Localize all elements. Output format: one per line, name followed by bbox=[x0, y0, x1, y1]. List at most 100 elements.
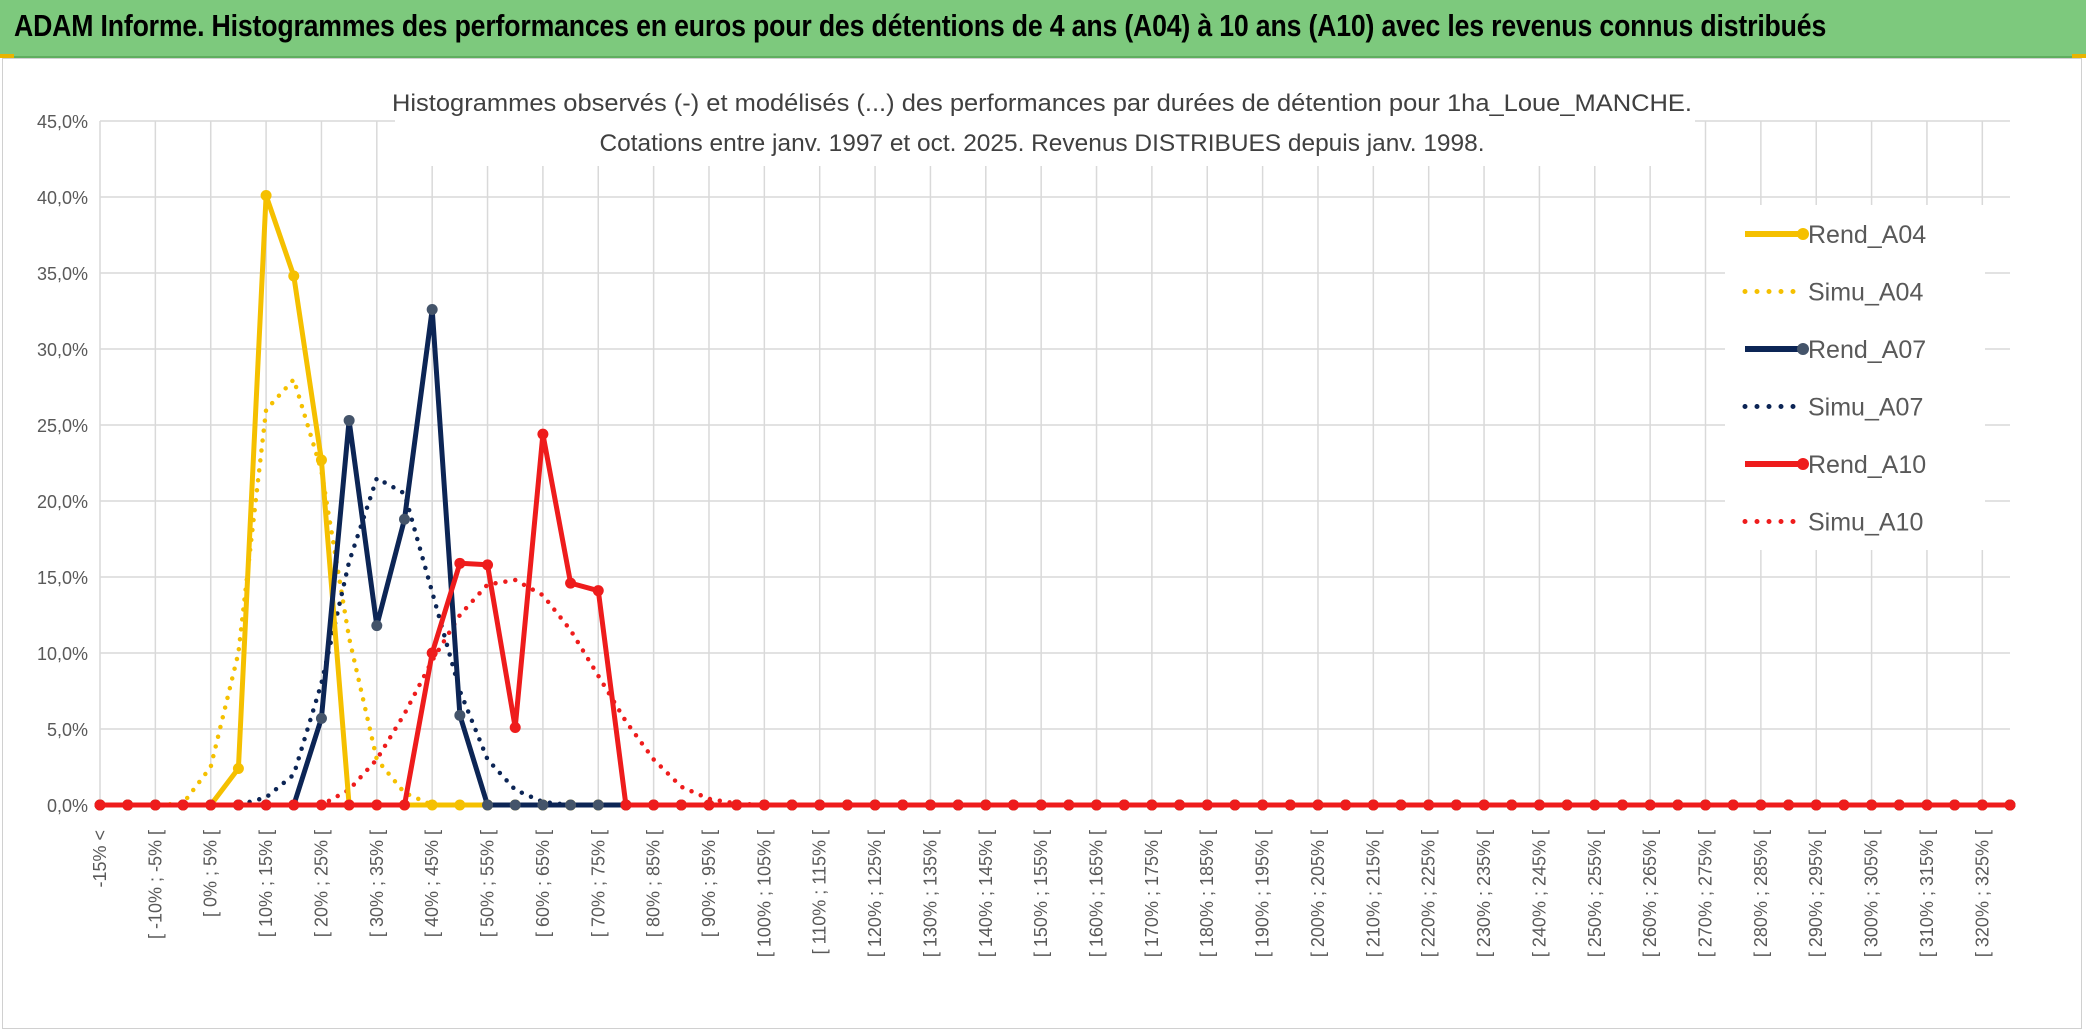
data-point-Rend_A10 bbox=[1257, 799, 1269, 811]
chart-title-group: Histogrammes observés (-) et modélisés (… bbox=[392, 80, 1695, 166]
data-point-Rend_A10 bbox=[1949, 799, 1961, 811]
legend-label-Simu_A10: Simu_A10 bbox=[1808, 509, 1923, 537]
data-point-Rend_A10 bbox=[703, 799, 715, 811]
data-point-Rend_A10 bbox=[398, 799, 410, 811]
data-point-Rend_A10 bbox=[1838, 799, 1850, 811]
data-point-Rend_A10 bbox=[675, 799, 687, 811]
x-tick-label: [ 40% ; 45% [ bbox=[422, 830, 442, 937]
x-tick-label: [ 130% ; 135% [ bbox=[920, 830, 940, 957]
chart-grid bbox=[99, 120, 2010, 806]
data-point-Rend_A07 bbox=[398, 513, 410, 525]
x-tick-label: [ 10% ; 15% [ bbox=[256, 830, 276, 937]
data-point-Rend_A07 bbox=[315, 712, 327, 724]
y-tick-label: 45,0% bbox=[37, 112, 88, 132]
data-point-Rend_A10 bbox=[1007, 799, 1019, 811]
legend-label-Simu_A07: Simu_A07 bbox=[1808, 394, 1923, 422]
data-point-Rend_A10 bbox=[1921, 799, 1933, 811]
x-tick-label: [ 270% ; 275% [ bbox=[1696, 830, 1716, 957]
data-point-Rend_A10 bbox=[648, 799, 660, 811]
data-point-Rend_A10 bbox=[980, 799, 992, 811]
data-point-Rend_A10 bbox=[537, 428, 549, 440]
chart-series bbox=[94, 189, 2016, 811]
data-point-Rend_A10 bbox=[814, 799, 826, 811]
data-point-Rend_A10 bbox=[786, 799, 798, 811]
chart-frame bbox=[2, 58, 2082, 1029]
banner-title: ADAM Informe. Histogrammes des performan… bbox=[14, 8, 1827, 43]
x-tick-label: [ 90% ; 95% [ bbox=[699, 830, 719, 937]
y-tick-label: 20,0% bbox=[37, 492, 88, 512]
data-point-Rend_A10 bbox=[1810, 799, 1822, 811]
data-point-Rend_A07 bbox=[537, 799, 549, 811]
data-point-Rend_A04 bbox=[315, 454, 327, 466]
series-Simu_A10 bbox=[97, 577, 2013, 808]
x-tick-label: [ 300% ; 305% [ bbox=[1862, 830, 1882, 957]
data-point-Rend_A10 bbox=[454, 557, 466, 569]
data-point-Rend_A10 bbox=[1035, 799, 1047, 811]
series-line-Rend_A10 bbox=[100, 431, 2010, 808]
data-point-Rend_A07 bbox=[592, 799, 604, 811]
x-tick-label: [ 210% ; 215% [ bbox=[1363, 830, 1383, 957]
data-point-Rend_A10 bbox=[758, 799, 770, 811]
data-point-Rend_A07 bbox=[565, 799, 577, 811]
x-tick-label: -15% < bbox=[90, 830, 110, 888]
data-point-Rend_A07 bbox=[482, 799, 494, 811]
data-point-Rend_A10 bbox=[1229, 799, 1241, 811]
y-tick-label: 30,0% bbox=[37, 340, 88, 360]
x-tick-label: [ 110% ; 115% [ bbox=[810, 830, 830, 954]
y-tick-label: 0,0% bbox=[47, 796, 88, 816]
data-point-Rend_A10 bbox=[343, 799, 355, 811]
x-axis: -15% < [ -10% ; -5% [[ 0% ; 5% [[ 10% ; 1… bbox=[90, 830, 1992, 957]
x-tick-label: [ 160% ; 165% [ bbox=[1087, 830, 1107, 957]
data-point-Rend_A10 bbox=[841, 799, 853, 811]
data-point-Rend_A10 bbox=[1755, 799, 1767, 811]
data-point-Rend_A10 bbox=[94, 799, 106, 811]
data-point-Rend_A10 bbox=[1450, 799, 1462, 811]
data-point-Rend_A10 bbox=[1063, 799, 1075, 811]
x-tick-label: [ 20% ; 25% [ bbox=[311, 830, 331, 937]
y-tick-label: 5,0% bbox=[47, 720, 88, 740]
x-tick-label: [ 220% ; 225% [ bbox=[1419, 830, 1439, 957]
data-point-Rend_A07 bbox=[509, 799, 521, 811]
data-point-Rend_A04 bbox=[232, 763, 244, 775]
data-point-Rend_A10 bbox=[260, 799, 272, 811]
data-point-Rend_A10 bbox=[731, 799, 743, 811]
data-point-Rend_A10 bbox=[315, 799, 327, 811]
data-point-Rend_A10 bbox=[592, 585, 604, 597]
data-point-Rend_A10 bbox=[1340, 799, 1352, 811]
series-Simu_A07 bbox=[97, 475, 2013, 808]
data-point-Rend_A10 bbox=[869, 799, 881, 811]
x-tick-label: [ 70% ; 75% [ bbox=[588, 830, 608, 937]
data-point-Rend_A10 bbox=[426, 647, 438, 659]
x-tick-label: [ 60% ; 65% [ bbox=[533, 830, 553, 937]
title-banner: ADAM Informe. Histogrammes des performan… bbox=[0, 0, 2086, 58]
legend-marker-Rend_A07 bbox=[1797, 343, 1809, 355]
legend-label-Rend_A10: Rend_A10 bbox=[1808, 451, 1926, 479]
data-point-Rend_A10 bbox=[1866, 799, 1878, 811]
data-point-Rend_A10 bbox=[177, 799, 189, 811]
x-tick-label: [ 310% ; 315% [ bbox=[1917, 830, 1937, 957]
data-point-Rend_A10 bbox=[1174, 799, 1186, 811]
x-tick-label: [ 280% ; 285% [ bbox=[1751, 830, 1771, 957]
x-tick-label: [ 140% ; 145% [ bbox=[976, 830, 996, 957]
x-tick-label: [ 320% ; 325% [ bbox=[1972, 830, 1992, 957]
data-point-Rend_A10 bbox=[149, 799, 161, 811]
data-point-Rend_A10 bbox=[205, 799, 217, 811]
data-point-Rend_A10 bbox=[1284, 799, 1296, 811]
data-point-Rend_A10 bbox=[1146, 799, 1158, 811]
data-point-Rend_A10 bbox=[371, 799, 383, 811]
data-point-Rend_A04 bbox=[260, 189, 272, 201]
x-tick-label: [ -10% ; -5% [ bbox=[145, 830, 165, 939]
x-tick-label: [ 200% ; 205% [ bbox=[1308, 830, 1328, 957]
data-point-Rend_A07 bbox=[343, 414, 355, 426]
data-point-Rend_A10 bbox=[952, 799, 964, 811]
data-point-Rend_A07 bbox=[454, 709, 466, 721]
data-point-Rend_A10 bbox=[897, 799, 909, 811]
x-tick-label: [ 250% ; 255% [ bbox=[1585, 830, 1605, 957]
data-point-Rend_A10 bbox=[1783, 799, 1795, 811]
series-line-Rend_A07 bbox=[100, 307, 2010, 808]
x-tick-label: [ 290% ; 295% [ bbox=[1806, 830, 1826, 957]
data-point-Rend_A10 bbox=[1312, 799, 1324, 811]
data-point-Rend_A10 bbox=[1423, 799, 1435, 811]
corner-mark-left bbox=[0, 54, 14, 58]
